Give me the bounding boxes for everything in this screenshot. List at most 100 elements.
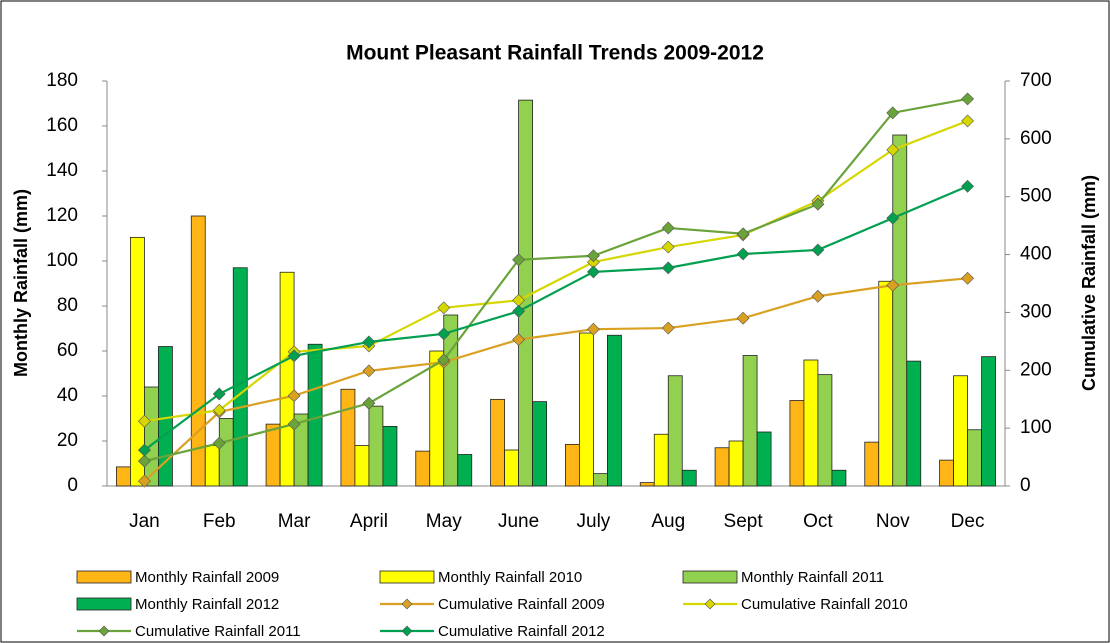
x-tick-label: Mar xyxy=(278,511,311,532)
y-tick-label: 80 xyxy=(57,295,78,316)
y2-tick-label: 400 xyxy=(1020,244,1052,265)
legend-label: Monthly Rainfall 2011 xyxy=(741,569,884,586)
x-tick-label: Nov xyxy=(876,511,910,532)
legend-label: Cumulative Rainfall 2011 xyxy=(135,623,301,640)
x-tick-label: Oct xyxy=(803,511,833,532)
legend-label: Cumulative Rainfall 2009 xyxy=(438,596,605,613)
bar xyxy=(756,431,772,487)
point xyxy=(886,278,900,292)
chart-title: Mount Pleasant Rainfall Trends 2009-2012 xyxy=(346,42,764,65)
point xyxy=(437,301,451,315)
legend-label: Cumulative Rainfall 2012 xyxy=(438,623,605,640)
point xyxy=(137,443,151,457)
y-tick-label: 60 xyxy=(57,340,78,361)
point xyxy=(512,333,526,347)
point xyxy=(137,474,151,488)
point xyxy=(437,353,451,367)
point xyxy=(811,243,825,257)
point xyxy=(961,114,975,128)
bar xyxy=(789,400,805,487)
point xyxy=(212,387,226,401)
y2-tick-label: 700 xyxy=(1020,70,1052,91)
point xyxy=(886,211,900,225)
bar xyxy=(368,405,384,487)
point xyxy=(736,227,750,241)
point xyxy=(961,92,975,106)
bar xyxy=(579,332,594,487)
bar xyxy=(382,425,398,487)
legend-swatch xyxy=(76,597,132,611)
x-tick-label: Aug xyxy=(651,511,685,532)
point xyxy=(437,327,451,341)
point xyxy=(811,289,825,303)
y2-tick-label: 200 xyxy=(1020,359,1052,380)
bar xyxy=(232,267,248,487)
y-tick-label: 40 xyxy=(57,385,78,406)
bar xyxy=(204,445,220,487)
point xyxy=(362,364,376,378)
bar xyxy=(116,466,131,487)
legend-label: Cumulative Rainfall 2010 xyxy=(741,596,908,613)
bar xyxy=(218,418,234,487)
legend-label: Monthly Rainfall 2012 xyxy=(135,596,279,613)
point xyxy=(212,436,226,450)
bar xyxy=(457,454,473,487)
point xyxy=(512,304,526,318)
bar xyxy=(653,433,669,487)
bar xyxy=(906,360,922,487)
legend-marker xyxy=(704,598,716,610)
point xyxy=(287,389,301,403)
legend-marker xyxy=(401,598,413,610)
legend-marker xyxy=(98,625,110,637)
point xyxy=(661,261,675,275)
point xyxy=(736,311,750,325)
legend-label: Monthly Rainfall 2010 xyxy=(438,569,582,586)
bar xyxy=(429,350,445,487)
bar xyxy=(279,271,295,487)
point xyxy=(512,253,526,267)
legend-label: Monthly Rainfall 2009 xyxy=(135,569,279,586)
bar xyxy=(667,375,683,487)
point xyxy=(961,271,975,285)
bar xyxy=(443,314,459,487)
bar xyxy=(607,334,622,487)
y-tick-label: 20 xyxy=(57,430,78,451)
bar xyxy=(681,469,697,487)
x-tick-label: Jan xyxy=(129,511,160,532)
bar xyxy=(831,469,847,487)
bar xyxy=(340,388,356,487)
bar xyxy=(981,356,996,487)
point xyxy=(661,321,675,335)
bar xyxy=(967,429,982,487)
point xyxy=(661,221,675,235)
point xyxy=(736,247,750,261)
point xyxy=(287,349,301,363)
y-tick-label: 180 xyxy=(46,70,78,91)
point xyxy=(961,179,975,193)
bar xyxy=(803,359,819,487)
bar xyxy=(817,374,833,487)
bar xyxy=(504,449,519,487)
legend-swatch xyxy=(76,570,132,584)
point xyxy=(586,249,600,263)
point xyxy=(811,197,825,211)
line xyxy=(143,277,968,482)
bar xyxy=(953,375,968,487)
point xyxy=(287,417,301,431)
bar xyxy=(939,459,954,487)
point xyxy=(586,322,600,336)
point xyxy=(886,106,900,120)
bar xyxy=(864,441,880,487)
bar xyxy=(190,215,206,487)
y2-tick-label: 500 xyxy=(1020,186,1052,207)
line xyxy=(143,185,969,452)
x-tick-label: Feb xyxy=(203,511,236,532)
bar xyxy=(354,445,370,487)
y2-tick-label: 300 xyxy=(1020,301,1052,322)
x-tick-label: April xyxy=(350,511,388,532)
y-tick-label: 140 xyxy=(46,160,78,181)
y-tick-label: 100 xyxy=(46,250,78,271)
y2-axis-title: Cumulative Rainfall (mm) xyxy=(1079,175,1099,391)
